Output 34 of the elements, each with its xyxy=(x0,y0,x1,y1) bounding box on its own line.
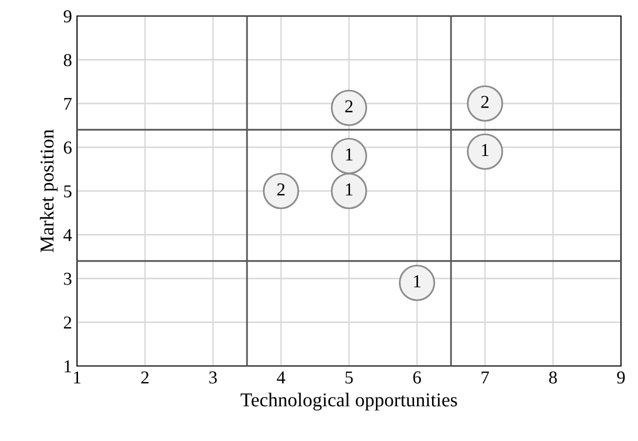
point xyxy=(330,138,368,174)
y-tick-label: 4 xyxy=(63,229,72,242)
x-tick-label: 3 xyxy=(209,371,217,384)
annotation: 1 xyxy=(482,144,488,156)
x-tick-label: 6 xyxy=(413,371,421,384)
annotation: 2 xyxy=(277,183,285,196)
x-tick-label: 4 xyxy=(276,372,286,384)
x-tick-label: 9 xyxy=(617,371,625,384)
y-tick-label: 1 xyxy=(64,360,72,372)
point xyxy=(330,90,368,126)
y-axis-title: Market position xyxy=(40,129,58,252)
point xyxy=(466,134,504,170)
annotation: 1 xyxy=(346,183,352,196)
point xyxy=(262,172,300,210)
x-tick-label: 8 xyxy=(549,371,557,384)
x-tick-label: 1 xyxy=(74,371,80,384)
x-axis-title: Technological opportunities xyxy=(240,392,457,410)
y-tick-label: 8 xyxy=(64,54,72,66)
y-tick-label: 5 xyxy=(64,185,72,198)
y-tick-label: 2 xyxy=(64,316,72,329)
y-tick-label: 6 xyxy=(64,142,72,154)
x-tick-label: 7 xyxy=(482,372,489,384)
x-tick-label: 5 xyxy=(346,372,353,384)
annotation: 2 xyxy=(481,96,489,108)
annotation: 1 xyxy=(346,148,352,160)
point xyxy=(466,85,504,122)
y-tick-label: 7 xyxy=(64,98,72,110)
point xyxy=(330,172,368,210)
y-tick-label: 3 xyxy=(64,272,72,285)
point xyxy=(398,264,436,301)
annotation: 1 xyxy=(414,275,420,288)
y-tick-label: 9 xyxy=(64,10,72,22)
x-tick-label: 2 xyxy=(141,371,149,384)
annotation: 2 xyxy=(345,100,353,112)
